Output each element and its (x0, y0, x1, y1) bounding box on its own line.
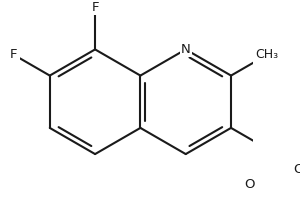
Text: CH₃: CH₃ (256, 48, 279, 61)
Text: O: O (245, 178, 255, 191)
Text: OH: OH (293, 163, 300, 176)
Text: F: F (91, 1, 99, 14)
Text: N: N (181, 43, 190, 56)
Text: F: F (10, 48, 17, 61)
